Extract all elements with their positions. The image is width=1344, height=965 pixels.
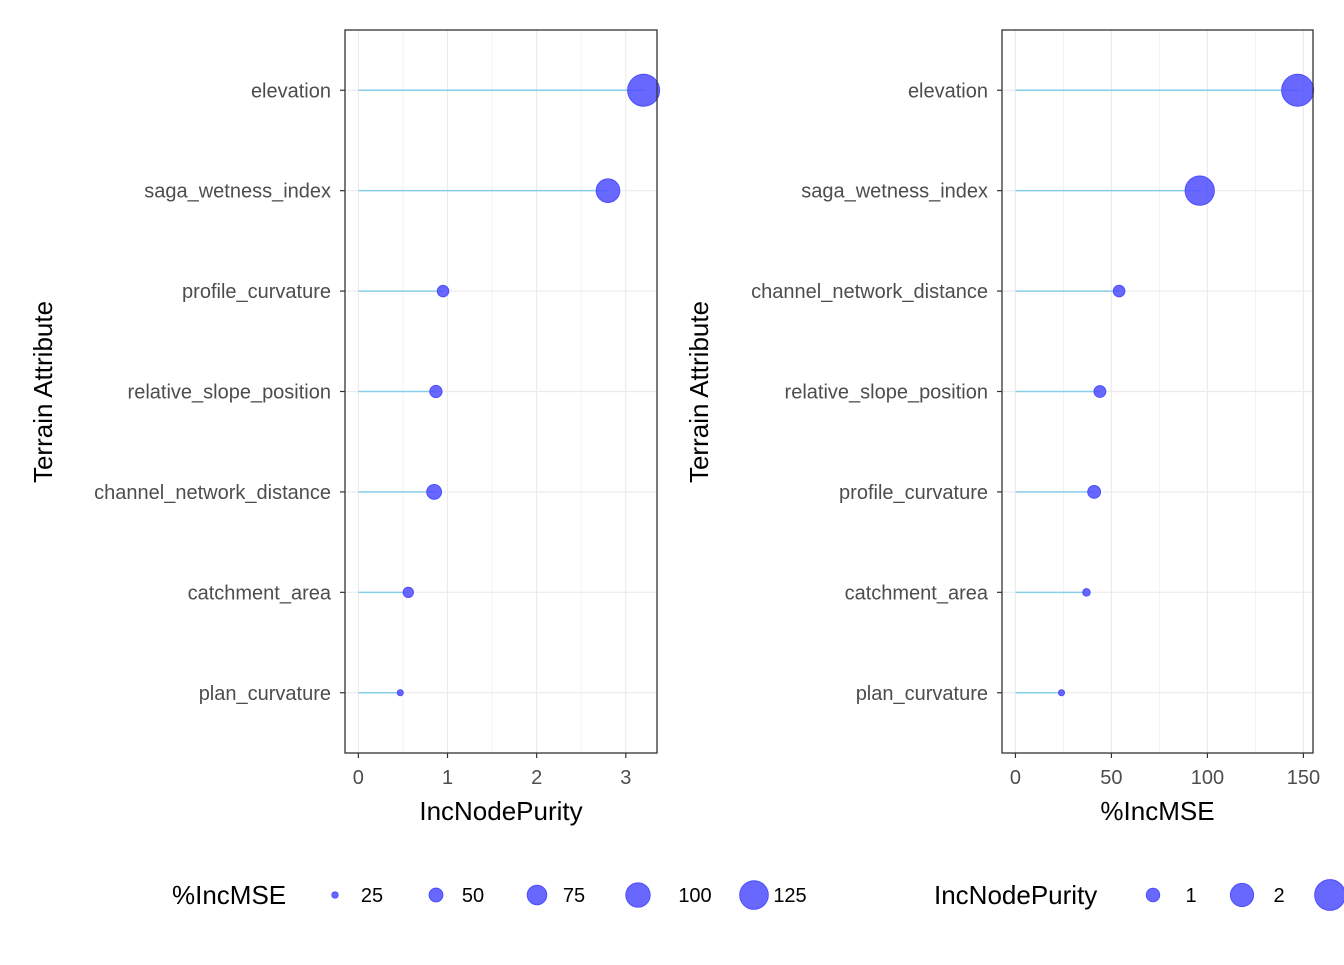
y-tick-label: elevation: [908, 80, 988, 102]
lollipop-point: [1281, 73, 1315, 107]
lollipop-point: [1112, 284, 1126, 298]
x-axis-title: IncNodePurity: [419, 796, 582, 826]
y-tick-label: saga_wetness_index: [801, 181, 988, 203]
legend-label: 1: [1185, 885, 1196, 907]
legend-title: %IncMSE: [172, 880, 286, 910]
panel-1: elevation saga_wetness_index profile_curva…: [28, 29, 807, 910]
legend: IncNodePurity 1 2: [934, 879, 1344, 911]
y-tick-label: plan_curvature: [856, 683, 988, 705]
y-tick-label: relative_slope_position: [128, 382, 331, 404]
y-axis-title: Terrain Attribute: [684, 301, 714, 483]
legend-key: [331, 891, 339, 899]
y-tick-label: profile_curvature: [839, 482, 988, 504]
lollipop-point: [1058, 689, 1066, 697]
legend-key: [526, 884, 548, 906]
y-tick-label: elevation: [251, 80, 331, 102]
lollipop-point: [1184, 175, 1215, 206]
legend-key: [739, 880, 769, 910]
panel-2: elevation saga_wetness_index channel_netwo…: [684, 29, 1344, 911]
y-tick-label: plan_curvature: [199, 683, 331, 705]
legend-label: 25: [361, 885, 383, 907]
legend-key: [1145, 887, 1161, 903]
legend-label: 50: [462, 885, 484, 907]
lollipop-point: [595, 178, 621, 203]
y-tick-label: catchment_area: [188, 582, 332, 604]
legend-title: IncNodePurity: [934, 880, 1097, 910]
legend-key: [1229, 882, 1255, 908]
lollipop-point: [1093, 385, 1107, 398]
x-tick-label: 50: [1100, 767, 1122, 789]
x-tick-label: 0: [1010, 767, 1021, 789]
x-tick-label: 3: [620, 767, 631, 789]
lollipop-point: [396, 689, 404, 697]
legend-key: [428, 887, 444, 903]
legend-label: 2: [1273, 885, 1284, 907]
y-tick-label: profile_curvature: [182, 281, 331, 303]
lollipop-point: [429, 384, 443, 399]
legend-label: 75: [563, 885, 585, 907]
legend-label: 100: [678, 885, 711, 907]
x-tick-label: 150: [1287, 767, 1320, 789]
x-axis-title: %IncMSE: [1100, 796, 1214, 826]
lollipop-point: [436, 284, 450, 298]
y-tick-label: channel_network_distance: [751, 281, 988, 303]
y-tick-label: saga_wetness_index: [144, 181, 331, 203]
lollipop-point: [426, 484, 443, 500]
x-tick-label: 100: [1191, 767, 1224, 789]
x-tick-label: 2: [531, 767, 542, 789]
y-axis-title: Terrain Attribute: [28, 301, 58, 483]
lollipop-point: [1087, 485, 1102, 499]
y-tick-label: channel_network_distance: [94, 482, 331, 504]
lollipop-point: [627, 73, 661, 107]
x-tick-label: 0: [353, 767, 364, 789]
legend: %IncMSE 25 50 75 100 125: [172, 880, 807, 910]
lollipop-point: [402, 586, 414, 598]
y-tick-label: catchment_area: [845, 582, 989, 604]
y-tick-label: relative_slope_position: [785, 382, 988, 404]
legend-key: [625, 882, 651, 908]
legend-key: [1314, 879, 1344, 911]
legend-label: 125: [773, 885, 806, 907]
lollipop-point: [1082, 588, 1091, 597]
x-tick-label: 1: [442, 767, 453, 789]
